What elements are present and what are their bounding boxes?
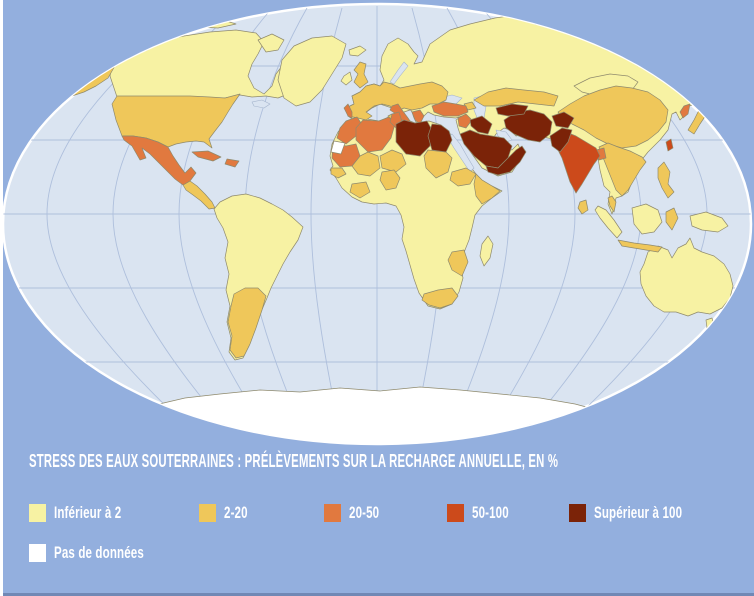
map-title: STRESS DES EAUX SOUTERRAINES : PRÉLÈVEME… (29, 451, 559, 471)
country-senegal (330, 167, 347, 179)
country-afghanistan (551, 111, 575, 129)
world-map-svg (1, 2, 753, 446)
legend-label-20-50: 20-50 (349, 503, 380, 522)
regions-20-50 (121, 101, 691, 186)
country-iraq (469, 115, 493, 135)
arctic-island-baffin (257, 33, 285, 53)
region-zimbabwe-mozambique (447, 249, 469, 277)
island-sulawesi (665, 207, 679, 231)
country-mexico (121, 135, 197, 186)
country-saudi-arabia (459, 129, 513, 169)
legend-item-2-20: 2-20 (199, 503, 259, 523)
region-central-america (182, 180, 216, 210)
country-morocco (336, 116, 364, 145)
bottom-edge-border (3, 593, 754, 596)
regions-50-100 (555, 131, 674, 194)
country-mali (351, 151, 381, 177)
country-uk (353, 61, 369, 89)
legend-swatch-pas-de-donnees (29, 544, 46, 562)
country-sri-lanka (577, 199, 589, 215)
country-turkey (431, 101, 469, 117)
inland-seas (251, 61, 513, 173)
region-yemen-oman (485, 145, 527, 176)
country-china (557, 85, 669, 149)
legend-swatch-2-20 (199, 504, 216, 522)
region-europe (345, 81, 449, 121)
left-edge-border (0, 0, 3, 596)
country-egypt (427, 123, 453, 153)
country-sudan (423, 149, 453, 179)
island-hispaniola (224, 158, 240, 168)
legend-item-pas-de-donnees: Pas de données (29, 543, 186, 563)
island-madagascar (479, 235, 494, 267)
legend-label-pas-de-donnees: Pas de données (54, 543, 144, 562)
legend-item-inferieur-2: Inférieur à 2 (29, 503, 153, 523)
country-nigeria (379, 169, 401, 191)
country-india (555, 131, 601, 194)
world-map (1, 2, 753, 446)
country-taiwan (665, 138, 674, 152)
region-ghana-ivory-coast (349, 181, 371, 199)
legend-swatch-20-50 (324, 504, 341, 522)
legend-panel: STRESS DES EAUX SOUTERRAINES : PRÉLÈVEME… (0, 448, 754, 596)
legend-swatch-superieur-100 (569, 504, 586, 522)
regions-superieur-100 (395, 103, 575, 176)
country-cuba (191, 150, 222, 162)
country-ethiopia (449, 167, 477, 187)
legend-item-50-100: 50-100 (447, 503, 526, 523)
country-algeria (355, 116, 396, 153)
baltic-sea (389, 61, 409, 85)
country-somalia (473, 173, 501, 205)
country-argentina (227, 287, 267, 359)
region-southeast-asia (598, 142, 647, 197)
country-australia (639, 237, 734, 317)
country-greece (411, 109, 425, 125)
island-borneo (631, 203, 663, 235)
legend-label-inferieur-2: Inférieur à 2 (54, 503, 122, 522)
country-syria (457, 113, 473, 129)
region-malay-peninsula (607, 195, 617, 213)
region-central-asia (495, 103, 529, 117)
legend-swatch-inferieur-2 (29, 504, 46, 522)
country-pakistan (549, 127, 573, 153)
legend-item-superieur-100: Supérieur à 100 (569, 503, 724, 523)
island-new-guinea (689, 211, 729, 233)
island-sumatra (594, 205, 623, 239)
country-ireland (340, 71, 353, 86)
legend-swatch-50-100 (447, 504, 464, 522)
country-philippines (657, 161, 675, 199)
legend-item-20-50: 20-50 (324, 503, 393, 523)
country-greenland (277, 35, 347, 107)
island-java (617, 239, 663, 253)
legend-label-50-100: 50-100 (472, 503, 509, 522)
regions-2-20 (55, 51, 719, 359)
great-lakes (251, 99, 271, 109)
country-niger (379, 149, 407, 173)
persian-gulf (495, 129, 513, 143)
legend-label-2-20: 2-20 (224, 503, 248, 522)
country-south-korea (679, 103, 691, 119)
region-western-sahara (330, 140, 346, 155)
legend-label-superieur-100: Supérieur à 100 (594, 503, 683, 522)
country-iceland (348, 45, 367, 57)
country-south-africa (421, 287, 459, 309)
country-kazakhstan (473, 87, 559, 107)
country-portugal (343, 103, 353, 119)
